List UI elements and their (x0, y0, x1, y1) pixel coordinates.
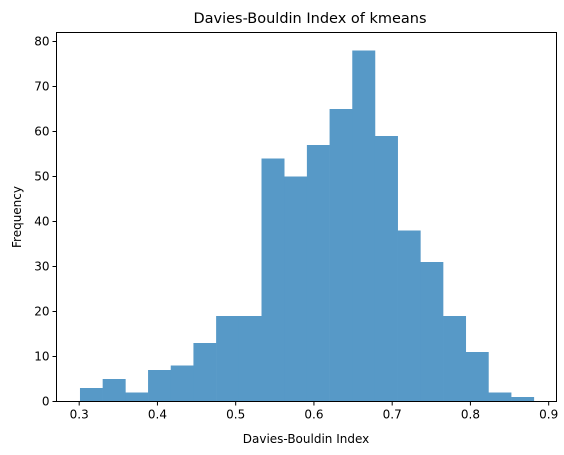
y-tick-label: 80 (34, 35, 49, 49)
x-tick-label: 0.4 (148, 408, 167, 422)
y-tick-label: 0 (42, 395, 50, 409)
histogram-bar (465, 352, 489, 402)
histogram-bar (148, 370, 172, 402)
y-axis: 0 10 20 30 40 50 60 70 80 (34, 35, 57, 409)
histogram-bar (443, 316, 467, 402)
y-tick-label: 10 (34, 350, 49, 364)
histogram-bar (374, 136, 398, 402)
x-tick-label: 0.9 (539, 408, 558, 422)
x-tick-label: 0.7 (383, 408, 402, 422)
y-axis-label: Frequency (10, 186, 24, 248)
y-tick-label: 70 (34, 80, 49, 94)
y-tick-label: 40 (34, 215, 49, 229)
y-tick-label: 60 (34, 125, 49, 139)
bars-group (79, 50, 535, 402)
chart-title: Davies-Bouldin Index of kmeans (193, 11, 426, 27)
histogram-bar (511, 397, 535, 402)
x-tick-label: 0.5 (226, 408, 245, 422)
histogram-bar (352, 50, 376, 402)
histogram-bar (284, 176, 308, 402)
x-tick-label: 0.8 (461, 408, 480, 422)
histogram-bar (216, 316, 240, 402)
plot-frame (56, 32, 557, 402)
y-tick-label: 50 (34, 170, 49, 184)
y-tick-label: 30 (34, 260, 49, 274)
y-tick-label: 20 (34, 305, 49, 319)
histogram-bar (79, 388, 103, 402)
x-tick-label: 0.3 (70, 408, 89, 422)
histogram-bar (488, 392, 512, 402)
histogram-bar (261, 158, 285, 402)
x-tick-label: 0.6 (304, 408, 323, 422)
histogram-bar (125, 392, 149, 402)
x-axis-label: Davies-Bouldin Index (243, 432, 370, 446)
histogram-bar (329, 109, 353, 402)
histogram-bar (238, 316, 262, 402)
histogram-bar (193, 343, 217, 402)
histogram-bar (420, 262, 444, 402)
x-axis: 0.3 0.4 0.5 0.6 0.7 0.8 0.9 (70, 401, 558, 422)
histogram-bar (397, 230, 421, 402)
histogram-bar (102, 379, 126, 402)
histogram-bar (170, 365, 194, 402)
histogram-bar (306, 145, 330, 402)
